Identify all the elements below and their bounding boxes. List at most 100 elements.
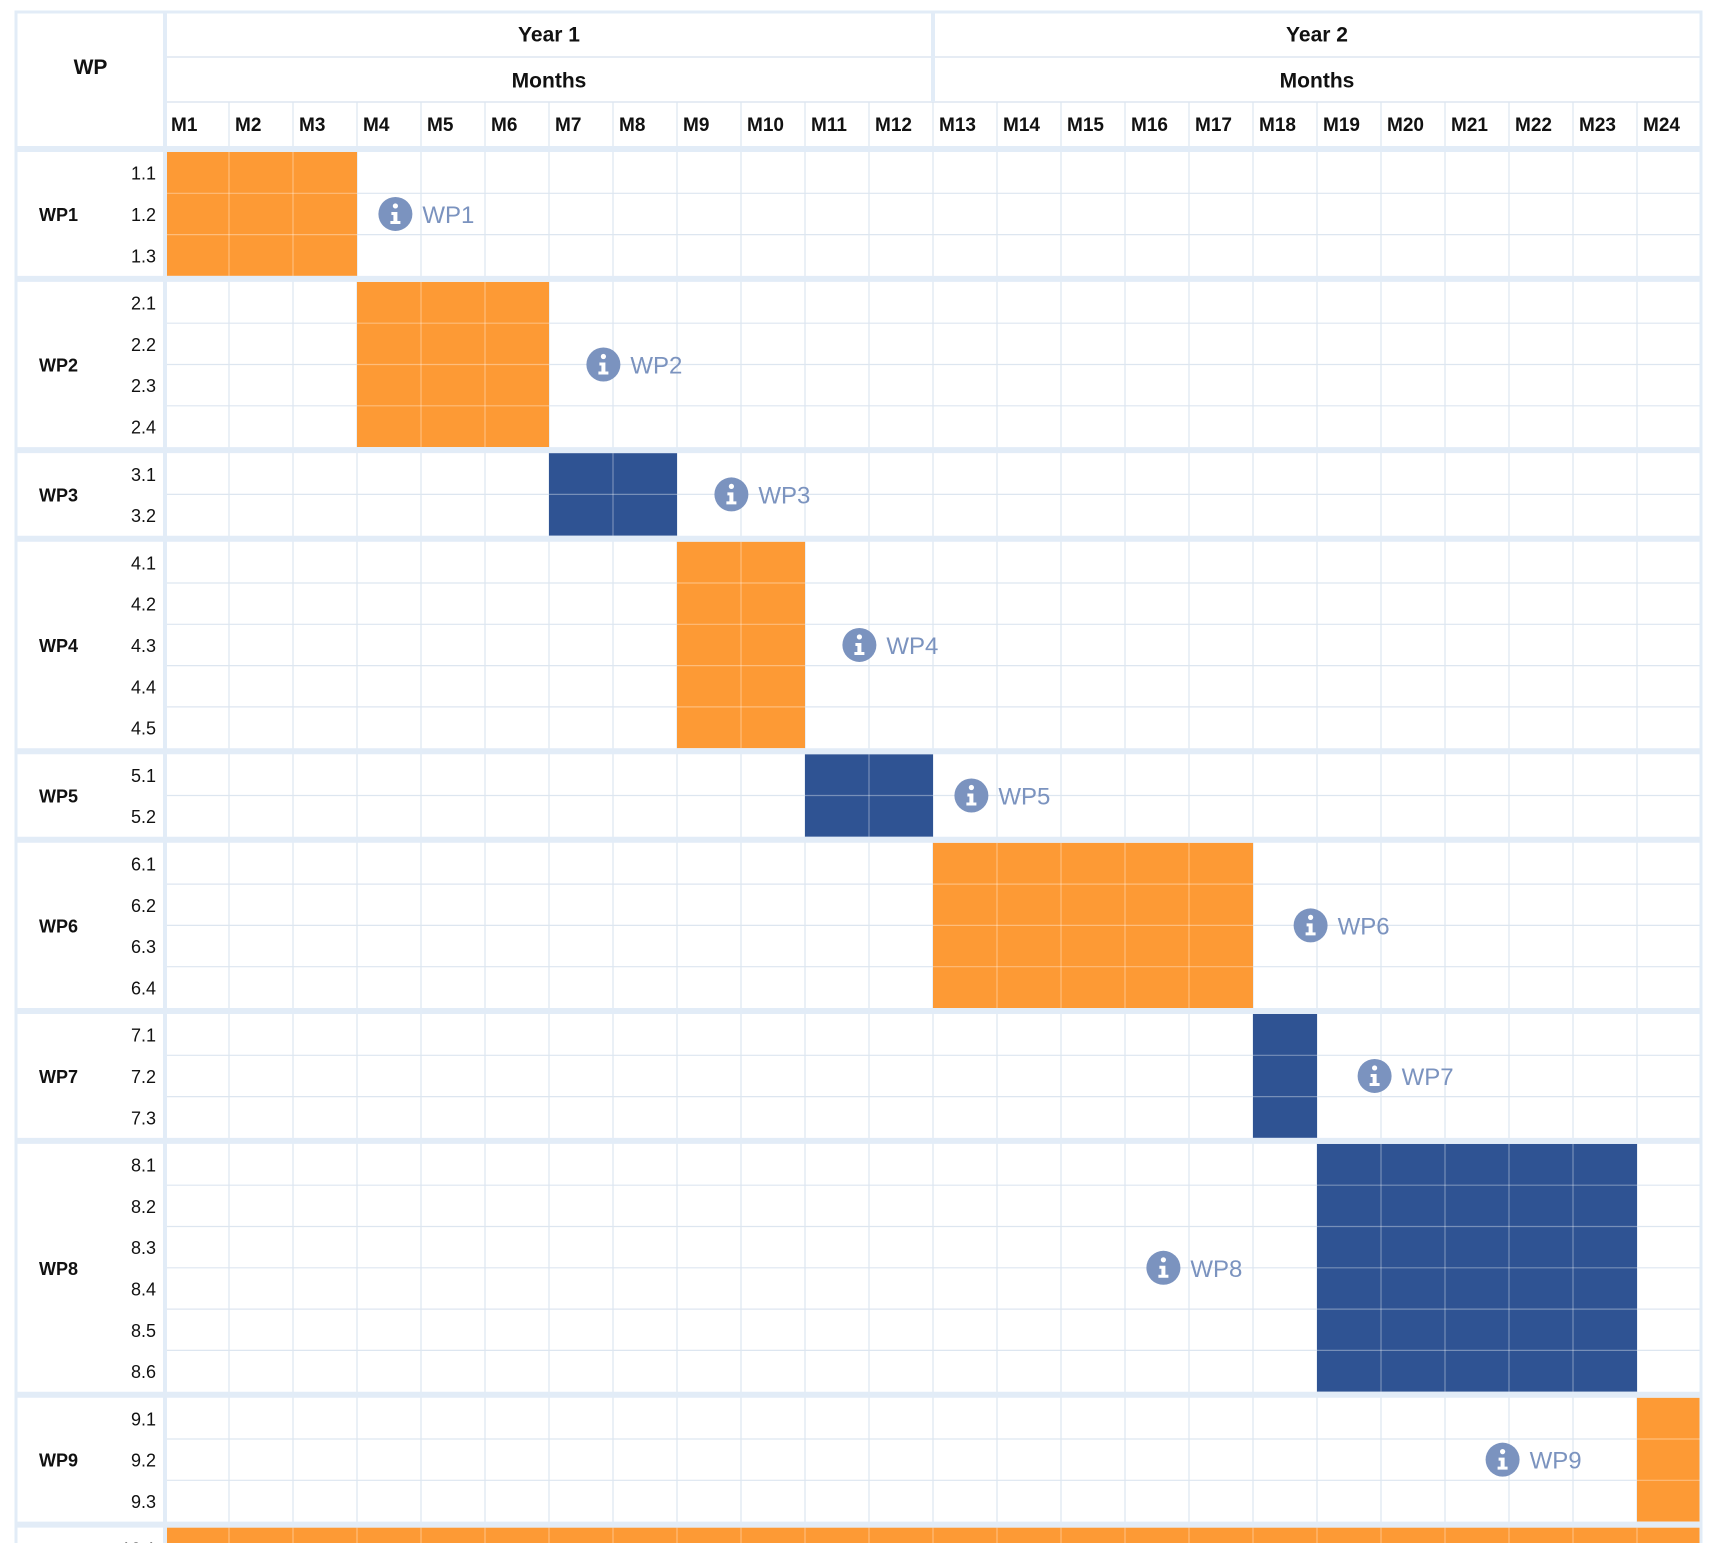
info-icon-glyph <box>1497 1457 1508 1470</box>
task-label: 6.4 <box>131 978 156 998</box>
task-label: 10.1 <box>121 1539 156 1543</box>
gantt-bar-wp4 <box>677 541 805 749</box>
info-label-wp1: WP1 <box>378 196 474 231</box>
month-label: M7 <box>555 115 581 136</box>
task-label: 4.4 <box>131 677 156 697</box>
month-label: M1 <box>171 115 198 136</box>
task-label: 6.2 <box>131 896 156 916</box>
task-label: 9.1 <box>131 1409 156 1429</box>
month-label: M4 <box>363 115 390 136</box>
task-label: 2.1 <box>131 294 156 314</box>
info-label-text: WP5 <box>998 784 1050 811</box>
wp-label: WP4 <box>39 636 78 656</box>
info-icon-glyph <box>1369 1073 1380 1086</box>
info-label-text: WP2 <box>630 353 682 380</box>
task-label: 8.2 <box>131 1197 156 1217</box>
month-label: M22 <box>1515 115 1552 136</box>
task-label: 2.2 <box>131 335 156 355</box>
bar-inner-lines <box>165 152 1701 1543</box>
info-label-text: WP6 <box>1338 913 1390 940</box>
month-label: M18 <box>1259 115 1296 136</box>
wp-label: WP3 <box>39 485 78 505</box>
month-label: M23 <box>1579 115 1616 136</box>
info-icon <box>842 627 877 662</box>
months-label: Months <box>512 70 587 93</box>
year-label: Year 2 <box>1286 24 1348 47</box>
info-icon-dot <box>392 203 398 209</box>
task-label: 4.1 <box>131 553 156 573</box>
info-icon <box>954 778 989 813</box>
gantt-bar-wp3 <box>549 453 677 536</box>
info-icon-glyph <box>1305 923 1316 936</box>
info-icon-dot <box>968 784 975 791</box>
info-icon <box>586 347 621 382</box>
info-icon-dot <box>728 483 735 489</box>
info-icon-glyph <box>1158 1265 1169 1278</box>
gantt-bar-wp7 <box>1253 1014 1317 1138</box>
gantt-bar-wp10 <box>165 1527 1701 1543</box>
info-icon-dot <box>1160 1257 1166 1263</box>
task-label: 2.3 <box>131 376 156 396</box>
info-icon-dot <box>1500 1449 1506 1455</box>
task-label: 3.1 <box>131 465 156 485</box>
month-label: M19 <box>1323 115 1360 136</box>
task-label: 3.2 <box>131 506 156 526</box>
info-icon-dot <box>600 353 607 360</box>
month-label: M24 <box>1643 115 1680 136</box>
task-label: 4.3 <box>131 636 156 656</box>
info-label-wp3: WP3 <box>714 477 810 512</box>
month-label: M6 <box>491 115 517 136</box>
task-label: 6.1 <box>131 854 156 874</box>
header-and-row-labels: Year 1 Months Year 2 Months WP M1 M2 M3 M4 M5 M6 M7… <box>39 24 1680 1543</box>
task-label: 4.2 <box>131 595 156 615</box>
info-icon <box>378 196 413 231</box>
month-label: M14 <box>1003 115 1040 136</box>
info-label-text: WP8 <box>1190 1256 1242 1283</box>
info-icon <box>1357 1058 1392 1093</box>
gantt-bars <box>165 152 1701 1543</box>
gantt-bar-wp2 <box>357 281 549 448</box>
months-label: Months <box>1280 70 1355 93</box>
gantt-bar-wp8 <box>1317 1143 1637 1392</box>
info-label-text: WP7 <box>1402 1064 1454 1091</box>
info-label-wp5: WP5 <box>954 778 1050 813</box>
info-label-wp2: WP2 <box>586 347 682 382</box>
task-label: 5.2 <box>131 807 156 827</box>
month-label: M3 <box>299 115 325 136</box>
info-icon-dot <box>856 634 863 640</box>
task-label: 8.4 <box>131 1279 156 1299</box>
month-label: M9 <box>683 115 709 136</box>
info-label-wp4: WP4 <box>842 627 938 662</box>
month-label: M2 <box>235 115 261 136</box>
info-icon-dot <box>1308 914 1314 921</box>
month-label: M17 <box>1195 115 1232 136</box>
wp-label: WP6 <box>39 916 78 936</box>
wp-header-label: WP <box>74 56 108 79</box>
month-label: M15 <box>1067 115 1104 136</box>
task-label: 7.1 <box>131 1026 156 1046</box>
wp-label: WP8 <box>39 1259 78 1279</box>
info-label-wp6: WP6 <box>1293 908 1390 943</box>
year-label: Year 1 <box>518 24 580 47</box>
info-icon-glyph <box>854 642 865 655</box>
wp-label: WP9 <box>39 1451 78 1471</box>
info-icon-glyph <box>390 211 401 224</box>
task-label: 6.3 <box>131 937 156 957</box>
info-label-wp7: WP7 <box>1357 1058 1454 1093</box>
info-label-text: WP3 <box>758 482 810 509</box>
info-icon <box>714 477 749 512</box>
month-label: M8 <box>619 115 645 136</box>
month-label: M20 <box>1387 115 1424 136</box>
info-icon <box>1293 908 1328 943</box>
info-icon <box>1146 1250 1181 1285</box>
task-label: 9.3 <box>131 1492 156 1512</box>
month-label: M5 <box>427 115 454 136</box>
month-label: M13 <box>939 115 976 136</box>
task-label: 4.5 <box>131 719 156 739</box>
info-icon-glyph <box>966 793 977 806</box>
info-icon <box>1485 1442 1520 1477</box>
gantt-bar-wp5 <box>805 754 933 837</box>
month-label: M11 <box>811 115 847 136</box>
task-label: 7.3 <box>131 1108 156 1128</box>
